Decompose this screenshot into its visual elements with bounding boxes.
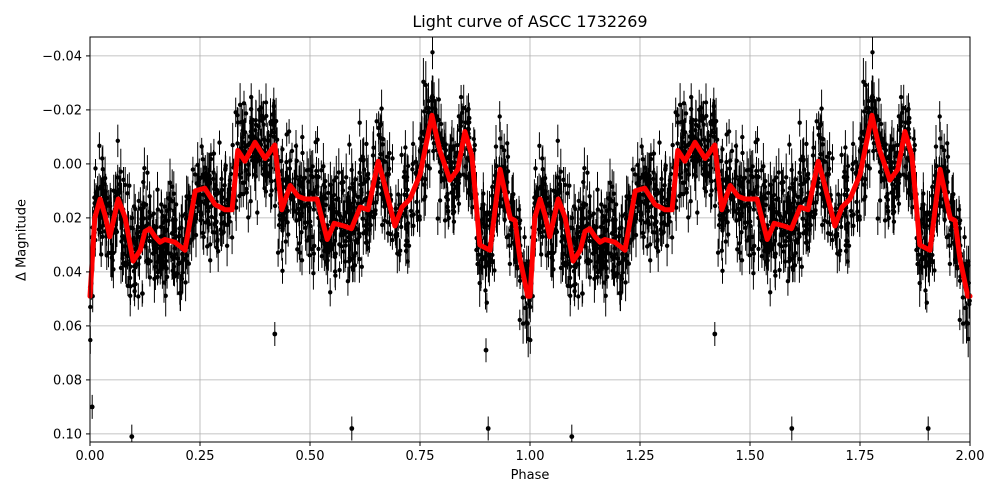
y-tick-label: 0.06 (53, 319, 82, 334)
y-tick-label: −0.04 (42, 49, 82, 64)
x-tick-label: 1.50 (736, 449, 765, 464)
grid-lines (89, 37, 971, 442)
x-tick-label: 0.75 (406, 449, 435, 464)
x-tick-label: 0.50 (296, 449, 325, 464)
y-tick-label: −0.02 (42, 103, 82, 118)
x-tick-label: 1.00 (516, 449, 545, 464)
x-axis-label: Phase (510, 468, 550, 483)
x-tick-label: 2.00 (956, 449, 985, 464)
y-tick-label: 0.00 (53, 157, 82, 172)
y-axis-ticks: −0.04 −0.02 0.00 0.02 0.04 0.06 0.08 0.10 (42, 49, 90, 442)
y-tick-label: 0.04 (53, 265, 82, 280)
x-tick-label: 1.25 (626, 449, 655, 464)
y-tick-label: 0.08 (53, 373, 82, 388)
y-tick-label: 0.02 (53, 211, 82, 226)
x-tick-label: 0.00 (76, 449, 105, 464)
y-tick-label: 0.10 (53, 427, 82, 442)
chart-title: Light curve of ASCC 1732269 (412, 12, 648, 31)
x-axis-ticks: 0.00 0.25 0.50 0.75 1.00 1.25 1.50 1.75 2.00 (76, 442, 985, 464)
x-tick-label: 1.75 (846, 449, 875, 464)
x-tick-label: 0.25 (186, 449, 215, 464)
